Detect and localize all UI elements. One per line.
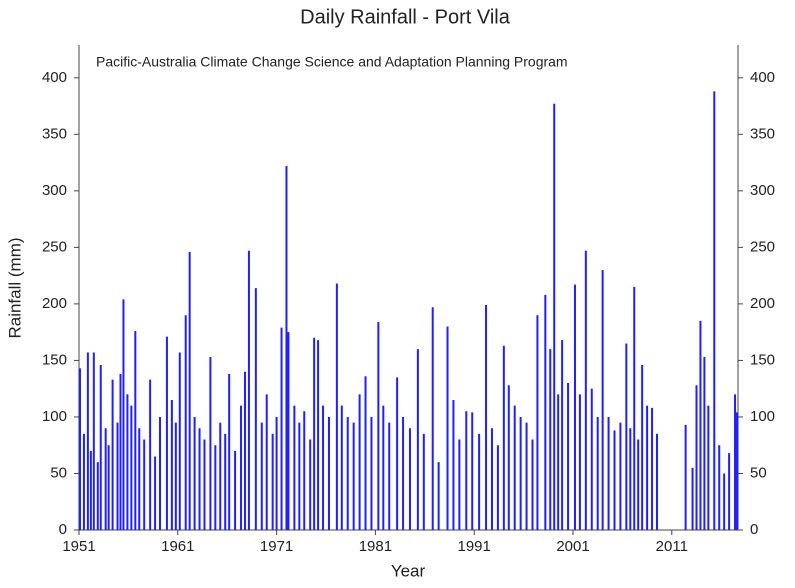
y-axis-label: Rainfall (mm) [5, 237, 24, 338]
y-tick-label: 100 [42, 408, 67, 425]
x-tick-label: 1961 [161, 538, 194, 555]
y-tick-label-right: 100 [750, 408, 775, 425]
x-tick-label: 1991 [458, 538, 491, 555]
x-axis-label: Year [391, 561, 426, 580]
x-tick-label: 1971 [260, 538, 293, 555]
y-tick-label: 250 [42, 238, 67, 255]
y-tick-label-right: 0 [750, 521, 758, 538]
y-tick-label-right: 400 [750, 69, 775, 86]
x-tick-label: 2011 [656, 538, 688, 555]
y-tick-label: 300 [42, 182, 67, 199]
y-tick-label-right: 50 [750, 464, 767, 481]
x-tick-label: 2001 [556, 538, 589, 555]
x-tick-label: 1951 [62, 538, 95, 555]
y-tick-label: 0 [59, 521, 67, 538]
y-tick-label-right: 350 [750, 125, 775, 142]
y-tick-label: 400 [42, 69, 67, 86]
y-tick-label-right: 250 [750, 238, 775, 255]
y-tick-label: 200 [42, 295, 67, 312]
y-tick-label-right: 300 [750, 182, 775, 199]
x-tick-label: 1981 [359, 538, 392, 555]
y-tick-label: 50 [50, 464, 67, 481]
y-tick-label: 150 [42, 351, 67, 368]
y-tick-label-right: 150 [750, 351, 775, 368]
y-tick-label-right: 200 [750, 295, 775, 312]
y-tick-label: 350 [42, 125, 67, 142]
chart-title: Daily Rainfall - Port Vila [300, 6, 511, 28]
annotation: Pacific-Australia Climate Change Science… [96, 54, 568, 70]
